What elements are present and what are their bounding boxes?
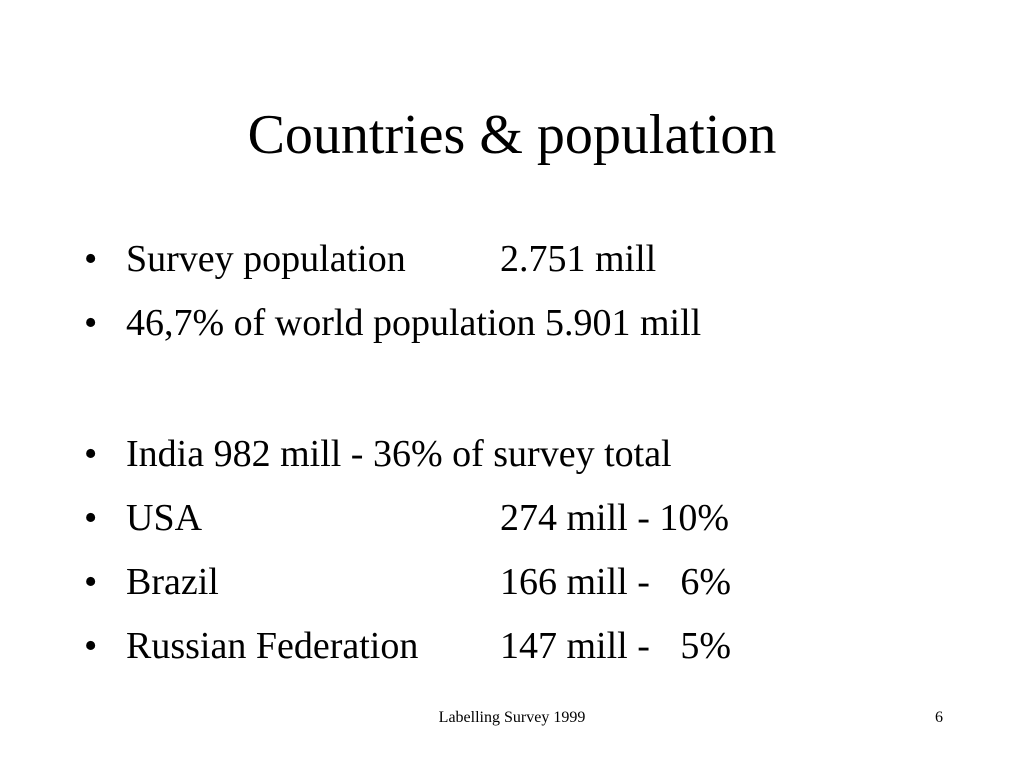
bullet-dot: • <box>84 561 98 603</box>
bullet-value-percent: 6% <box>680 561 732 603</box>
slide-title: Countries & population <box>247 104 777 166</box>
bullet-list: • Survey population 2.751 mill • 46,7% of… <box>84 227 984 678</box>
bullet-value-main: 166 mill - <box>500 561 650 603</box>
bullet-text: India 982 mill - 36% of survey total <box>126 433 672 475</box>
bullet-value-percent: 5% <box>680 625 732 667</box>
bullet-russian-federation: • Russian Federation 147 mill - 5% <box>84 614 984 678</box>
bullet-value: 147 mill - 5% <box>500 614 731 678</box>
bullet-dot: • <box>84 433 98 475</box>
bullet-world-population: • 46,7% of world population 5.901 mill <box>84 291 984 355</box>
bullet-value: 274 mill - 10% <box>500 486 729 550</box>
bullet-value: 166 mill - 6% <box>500 550 731 614</box>
bullet-text: 46,7% of world population 5.901 mill <box>126 302 702 344</box>
bullet-survey-population: • Survey population 2.751 mill <box>84 227 984 291</box>
bullet-value: 2.751 mill <box>500 238 657 280</box>
bullet-dot: • <box>84 302 98 344</box>
bullet-value-main: 274 mill - <box>500 497 650 539</box>
bullet-label: Russian Federation <box>126 625 419 667</box>
bullet-label: Brazil <box>126 561 219 603</box>
bullet-value-main: 147 mill - <box>500 625 650 667</box>
bullet-dot: • <box>84 625 98 667</box>
bullet-value-percent: 10% <box>659 497 730 539</box>
bullet-dot: • <box>84 238 98 280</box>
page-number: 6 <box>935 709 943 726</box>
bullet-india: • India 982 mill - 36% of survey total <box>84 422 984 486</box>
bullet-brazil: • Brazil 166 mill - 6% <box>84 550 984 614</box>
bullet-label: USA <box>126 497 203 539</box>
bullet-dot: • <box>84 497 98 539</box>
bullet-usa: • USA 274 mill - 10% <box>84 486 984 550</box>
slide-footer: Labelling Survey 1999 <box>438 709 586 726</box>
bullet-label: Survey population <box>126 238 406 280</box>
